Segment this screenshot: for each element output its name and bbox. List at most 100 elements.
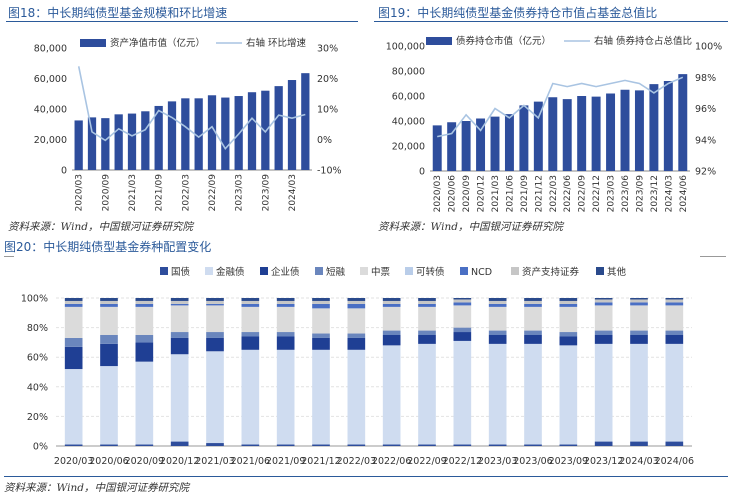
x-tick-label: 2021/09 — [266, 456, 305, 467]
x-tick-label: 2021/12 — [534, 175, 544, 212]
stack-segment-其他-2024/06 — [665, 298, 684, 300]
x-tick-label: 2020/03 — [433, 175, 443, 212]
x-tick-label: 2021/09 — [520, 175, 530, 213]
x-tick-label: 2021/03 — [195, 456, 234, 467]
fig19-title-rule — [374, 21, 728, 22]
fig18-chart: 0 20,000 40,000 60,000 80,000 -10% 0% 10% 20% 30%… — [34, 37, 342, 212]
stack-segment-金融债-2021/06 — [241, 349, 260, 445]
x-tick-label: 2021/03 — [128, 174, 138, 211]
legend-label: 可转债 — [416, 266, 445, 278]
bar-2021/12 — [533, 101, 543, 171]
stack-segment-其他-2023/03 — [488, 298, 507, 301]
stack-segment-中票-2020/06 — [100, 306, 118, 335]
x-tick-label: 2022/09 — [208, 174, 218, 212]
x-tick-label: 2024/03 — [664, 175, 674, 212]
y-right-tick-label: 96% — [695, 104, 716, 115]
stack-segment-短融-2024/06 — [665, 330, 684, 335]
stack-segment-NCD-2020/09 — [135, 303, 154, 307]
y-left-tick-label: 80,000 — [392, 67, 425, 78]
stack-segment-金融债-2022/12 — [453, 340, 472, 445]
stack-segment-金融债-2021/12 — [312, 349, 330, 445]
x-tick-label: 2023/06 — [621, 175, 631, 213]
bar-2024/03 — [663, 81, 673, 171]
stack-segment-资产支持证券-2022/12 — [453, 299, 472, 303]
stack-segment-其他-2024/03 — [630, 298, 648, 300]
bar-2022/03 — [181, 98, 190, 170]
stack-segment-NCD-2023/12 — [594, 302, 613, 306]
stack-segment-资产支持证券-2022/06 — [382, 300, 401, 304]
stack-segment-金融债-2021/09 — [276, 349, 295, 445]
stack-segment-短融-2022/12 — [453, 327, 472, 333]
stack-segment-NCD-2022/06 — [382, 303, 401, 307]
stack-segment-资产支持证券-2020/03 — [64, 300, 83, 304]
legend-label: 短融 — [326, 266, 346, 278]
x-tick-label: 2022/12 — [443, 456, 482, 467]
stack-segment-其他-2021/06 — [241, 298, 260, 301]
x-tick-label: 2020/12 — [477, 175, 487, 212]
x-tick-label: 2020/12 — [160, 456, 199, 467]
stack-segment-资产支持证券-2021/12 — [312, 300, 330, 304]
stack-segment-中票-2022/06 — [382, 306, 401, 331]
y-right-tick-label: 30% — [317, 44, 338, 55]
stack-segment-其他-2023/12 — [594, 298, 613, 300]
stack-segment-NCD-2020/12 — [170, 303, 189, 306]
stack-segment-资产支持证券-2021/09 — [276, 300, 295, 304]
y-tick-label: 20% — [27, 412, 48, 423]
fig19-chart: 0 20,000 40,000 60,000 80,000 100,000 92% 94% 96… — [386, 35, 722, 213]
stack-segment-企业债-2023/09 — [559, 336, 578, 346]
stack-segment-企业债-2024/06 — [665, 335, 684, 344]
bar-2023/03 — [606, 93, 616, 171]
x-tick-label: 2023/03 — [607, 175, 617, 212]
bar-2020/03 — [432, 125, 442, 171]
stack-segment-金融债-2020/06 — [100, 366, 118, 445]
legend-swatch — [260, 267, 268, 275]
stack-segment-金融债-2021/03 — [206, 351, 224, 444]
stack-segment-企业债-2023/12 — [594, 335, 613, 344]
stack-segment-金融债-2022/09 — [418, 343, 436, 445]
legend-label-bar: 资产净值市值（亿元） — [110, 37, 205, 49]
stack-segment-金融债-2022/06 — [382, 345, 401, 445]
stack-segment-国债-2021/03 — [206, 443, 224, 446]
y-tick-label: 0% — [33, 442, 48, 453]
bar-2021/03 — [490, 116, 500, 171]
x-tick-label: 2020/09 — [101, 174, 111, 212]
stack-segment-企业债-2022/12 — [453, 332, 472, 341]
stack-segment-金融债-2020/12 — [170, 354, 189, 442]
stack-segment-短融-2023/03 — [488, 330, 507, 335]
y-right-tick-label: 0% — [317, 135, 332, 146]
fig20-source: 资料来源：Wind，中国银河证券研究院 — [4, 482, 189, 494]
stack-segment-NCD-2022/12 — [453, 302, 472, 306]
x-tick-label: 2022/03 — [181, 174, 191, 211]
y-right-tick-label: 10% — [317, 105, 338, 116]
stack-segment-中票-2021/12 — [312, 308, 330, 334]
legend-label: 其他 — [607, 266, 627, 278]
fig19-source: 资料来源：Wind，中国银河证券研究院 — [378, 221, 563, 233]
bar-2023/12 — [274, 86, 283, 170]
stack-segment-企业债-2022/03 — [347, 337, 366, 350]
stack-segment-其他-2022/03 — [347, 298, 366, 301]
y-left-tick-label: 60,000 — [34, 74, 67, 85]
bar-2022/12 — [221, 97, 230, 170]
legend-label-bar: 债券持仓市值（亿元） — [456, 35, 551, 47]
stack-segment-NCD-2023/06 — [524, 303, 542, 307]
stack-segment-资产支持证券-2021/03 — [206, 300, 224, 304]
stack-segment-国债-2023/06 — [524, 444, 542, 446]
bar-2023/12 — [649, 84, 659, 171]
stack-segment-企业债-2021/06 — [241, 336, 260, 350]
stack-segment-短融-2021/03 — [206, 332, 224, 338]
legend-swatch-bar — [426, 37, 452, 45]
stack-segment-企业债-2020/06 — [100, 343, 118, 367]
stack-segment-短融-2023/06 — [524, 330, 542, 335]
x-tick-label: 2023/12 — [584, 456, 623, 467]
stack-segment-NCD-2024/06 — [665, 302, 684, 306]
bar-2022/09 — [207, 95, 217, 170]
legend-swatch — [160, 267, 168, 275]
y-left-tick-label: 20,000 — [392, 142, 425, 153]
bar-2020/03 — [74, 120, 83, 170]
stack-segment-国债-2020/03 — [64, 444, 83, 446]
stack-segment-其他-2020/12 — [170, 298, 189, 301]
stack-segment-国债-2020/06 — [100, 444, 118, 446]
stack-segment-资产支持证券-2020/06 — [100, 300, 118, 304]
x-tick-label: 2020/03 — [54, 456, 93, 467]
stack-segment-金融债-2020/09 — [135, 361, 154, 445]
